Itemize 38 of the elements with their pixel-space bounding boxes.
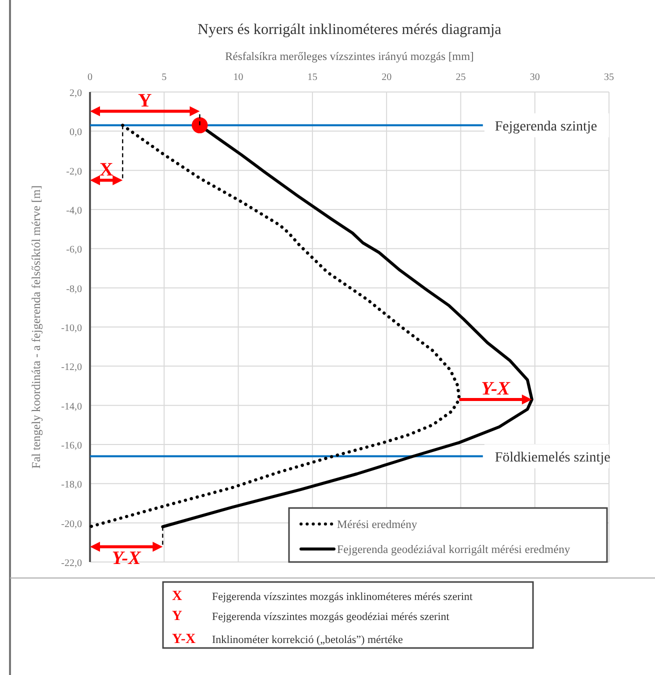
text: X (172, 589, 182, 604)
x-tick-label: 10 (233, 72, 244, 83)
annotation: Y-X (481, 378, 512, 400)
y-tick-label: -10,0 (61, 323, 82, 334)
x-axis-title: Résfalsíkra merőleges vízszintes irányú mozgás [mm] (225, 51, 474, 63)
x-tick-label: 30 (530, 72, 540, 83)
y-tick-label: -12,0 (61, 362, 82, 374)
y-tick-label: -20,0 (61, 518, 82, 530)
y-tick-label: -14,0 (61, 401, 82, 412)
ref-line-label: Fejgerenda szintje (494, 119, 598, 134)
y-tick-label: -18,0 (61, 480, 82, 491)
y-tick-label: -6,0 (66, 244, 82, 256)
y-tick-label: -16,0 (61, 440, 82, 452)
y-axis-title: Fal tengely koordináta - a fejgerenda felsősíktól mérve [m] (29, 185, 43, 469)
text: Y-X (172, 632, 196, 647)
ref-line-label: Földkiemelés szintje (494, 450, 610, 466)
y-tick-label: 2,0 (70, 88, 82, 99)
y-tick-label: 0,0 (70, 127, 82, 138)
x-tick-label: 0 (88, 72, 92, 83)
legend-label: Fejgerenda geodéziával korrigált mérési eredmény (337, 544, 570, 556)
chart-title: Nyers és korrigált inklinométeres mérés diagramja (198, 22, 502, 38)
x-tick-label: 15 (307, 72, 318, 83)
y-tick-label: -8,0 (66, 284, 82, 295)
y-tick-label: -2,0 (66, 166, 82, 178)
annotation: X (99, 159, 114, 180)
text: Inklinométer korrekció („betolás”) mértéke (212, 634, 403, 646)
y-tick-label: -22,0 (61, 558, 82, 569)
x-tick-label: 20 (382, 72, 392, 83)
annotation: Y (138, 90, 152, 112)
annotation: Y-X (112, 548, 142, 569)
x-tick-label: 25 (456, 72, 466, 83)
y-tick-label: -4,0 (66, 206, 82, 216)
legend-label: Mérési eredmény (337, 519, 418, 531)
text: Fejgerenda vízszintes mozgás inklinométeres mérés szerint (212, 591, 473, 603)
text: Y (172, 609, 182, 624)
x-tick-label: 5 (162, 72, 167, 83)
x-tick-label: 35 (604, 72, 614, 83)
text: Fejgerenda vízszintes mozgás geodéziai mérés szerint (212, 611, 450, 623)
